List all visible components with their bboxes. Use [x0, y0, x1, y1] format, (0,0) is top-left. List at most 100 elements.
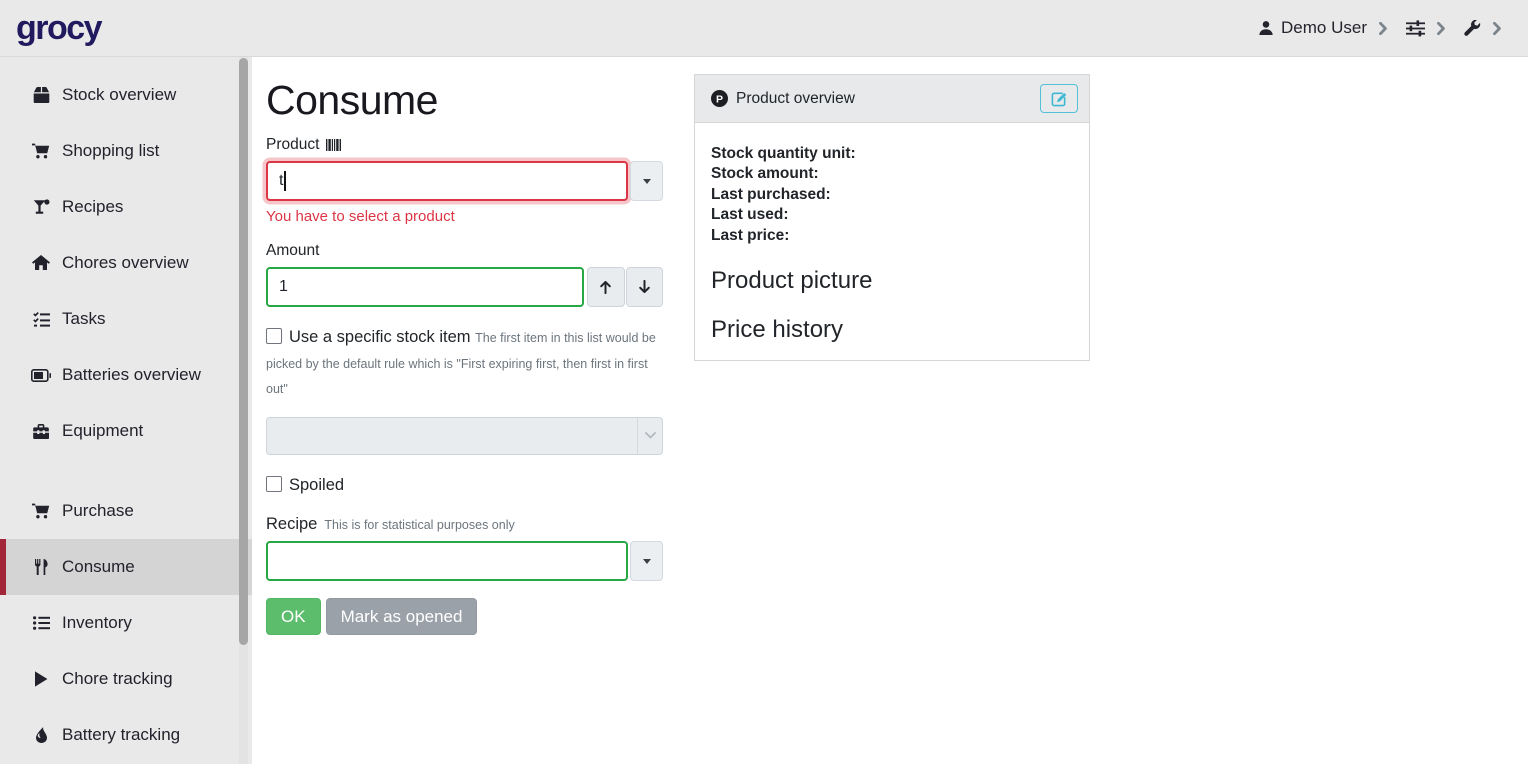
amount-decrement-button[interactable] — [625, 267, 663, 307]
top-navbar: grocy Demo User — [0, 0, 1528, 57]
consume-form: Consume Product t You have to select a p… — [266, 77, 663, 764]
sidebar-group-divider — [0, 459, 252, 483]
specific-stock-hint: The first item in this list would be pic… — [266, 331, 656, 397]
amount-input-group: 1 — [266, 267, 663, 307]
sidebar-item-label: Consume — [62, 557, 135, 576]
product-input-value: t — [279, 172, 284, 189]
navbar-right: Demo User — [1258, 18, 1502, 38]
product-overview-card: P Product overview Stock quantity unit: … — [694, 74, 1090, 361]
amount-input-value: 1 — [279, 278, 288, 295]
sidebar-scrollbar-thumb[interactable] — [239, 58, 248, 645]
product-overview-title: Product overview — [736, 89, 855, 107]
sidebar-item-label: Shopping list — [62, 141, 160, 160]
user-menu[interactable]: Demo User — [1258, 18, 1367, 38]
sidebar-item-shopping-list[interactable]: Shopping list — [0, 123, 252, 179]
recipe-dropdown-button[interactable] — [630, 541, 663, 582]
sidebar-item-recipes[interactable]: Recipes — [0, 179, 252, 235]
sidebar-item-tasks[interactable]: Tasks — [0, 291, 252, 347]
field-last-purchased: Last purchased: — [711, 185, 831, 203]
ok-button[interactable]: OK — [266, 598, 321, 636]
sidebar-item-stock-overview[interactable]: Stock overview — [0, 67, 252, 123]
specific-stock-label: Use a specific stock item — [289, 328, 471, 346]
stock-item-select[interactable] — [266, 416, 663, 455]
grocy-logo[interactable]: grocy — [16, 8, 103, 47]
product-dropdown-button[interactable] — [630, 161, 663, 201]
sidebar-item-label: Tasks — [62, 309, 106, 328]
arrow-down-icon — [638, 279, 650, 294]
barcode-icon — [326, 139, 342, 151]
svg-text:P: P — [716, 93, 723, 105]
product-label: Product — [266, 136, 320, 153]
user-label: Demo User — [1281, 18, 1367, 37]
chevron-right-icon — [1437, 21, 1446, 35]
text-cursor — [284, 171, 286, 191]
amount-input[interactable]: 1 — [266, 267, 584, 307]
product-input[interactable]: t — [266, 161, 628, 201]
sidebar: Stock overview Shopping list Recipes Cho… — [0, 57, 252, 764]
field-stock-amount: Stock amount: — [711, 165, 819, 183]
chevron-right-icon — [1493, 21, 1502, 35]
droplet-icon — [31, 727, 51, 743]
specific-stock-row: Use a specific stock item The first item… — [266, 325, 663, 402]
product-input-group: t — [266, 161, 663, 201]
field-last-used: Last used: — [711, 206, 789, 224]
battery-icon — [31, 368, 51, 382]
sidebar-item-label: Chores overview — [62, 253, 189, 272]
sidebar-item-label: Chore tracking — [62, 669, 173, 688]
product-picture-heading: Product picture — [711, 267, 873, 295]
home-icon — [31, 255, 51, 271]
toolbox-icon — [31, 423, 51, 439]
arrow-up-icon — [600, 280, 612, 295]
edit-product-button[interactable] — [1040, 84, 1078, 113]
sidebar-item-chore-tracking[interactable]: Chore tracking — [0, 651, 252, 707]
spoiled-label: Spoiled — [289, 475, 345, 494]
utensils-icon — [31, 559, 51, 575]
sidebar-item-label: Battery tracking — [62, 725, 181, 744]
user-icon — [1258, 20, 1274, 36]
spoiled-checkbox[interactable] — [266, 475, 282, 492]
field-stock-quantity-unit: Stock quantity unit: — [711, 145, 856, 162]
sidebar-item-chores-overview[interactable]: Chores overview — [0, 235, 252, 291]
spoiled-row: Spoiled — [266, 473, 663, 499]
wrench-icon[interactable] — [1464, 19, 1481, 37]
amount-label: Amount — [266, 242, 320, 259]
product-error-text: You have to select a product — [266, 208, 455, 225]
play-icon — [31, 671, 51, 687]
recipe-input-group — [266, 541, 663, 582]
page-title: Consume — [266, 77, 438, 123]
sidebar-item-purchase[interactable]: Purchase — [0, 483, 252, 539]
sidebar-item-inventory[interactable]: Inventory — [0, 595, 252, 651]
edit-icon — [1051, 92, 1066, 106]
specific-stock-checkbox[interactable] — [266, 328, 282, 344]
sliders-icon[interactable] — [1406, 19, 1425, 37]
tasks-icon — [31, 311, 51, 327]
cocktail-icon — [31, 199, 51, 215]
product-overview-body: Stock quantity unit: Stock amount: Last … — [695, 123, 1089, 344]
amount-increment-button[interactable] — [587, 267, 625, 307]
chevron-down-icon — [637, 417, 662, 454]
sidebar-item-label: Stock overview — [62, 85, 177, 104]
mark-as-opened-button[interactable]: Mark as opened — [325, 598, 478, 636]
sidebar-item-label: Inventory — [62, 613, 132, 632]
sidebar-item-equipment[interactable]: Equipment — [0, 403, 252, 459]
product-label-row: Product — [266, 136, 663, 154]
sidebar-item-batteries-overview[interactable]: Batteries overview — [0, 347, 252, 403]
sidebar-item-label: Equipment — [62, 421, 144, 440]
recipe-label-row: Recipe This is for statistical purposes … — [266, 515, 663, 534]
cart-icon — [31, 503, 51, 519]
caret-down-icon — [642, 178, 651, 184]
recipe-hint: This is for statistical purposes only — [324, 518, 515, 533]
sidebar-scrollbar-track[interactable] — [239, 57, 248, 764]
box-icon — [31, 87, 51, 103]
list-icon — [31, 616, 51, 630]
sidebar-item-label: Recipes — [62, 197, 124, 216]
sidebar-item-consume[interactable]: Consume — [0, 539, 252, 595]
main-content: Consume Product t You have to select a p… — [252, 57, 1528, 764]
price-history-heading: Price history — [711, 316, 844, 344]
recipe-input[interactable] — [266, 541, 628, 582]
field-last-price: Last price: — [711, 226, 790, 244]
product-circle-icon: P — [711, 90, 728, 107]
sidebar-item-battery-tracking[interactable]: Battery tracking — [0, 707, 252, 763]
caret-down-icon — [642, 558, 651, 564]
sidebar-item-label: Purchase — [62, 501, 134, 520]
